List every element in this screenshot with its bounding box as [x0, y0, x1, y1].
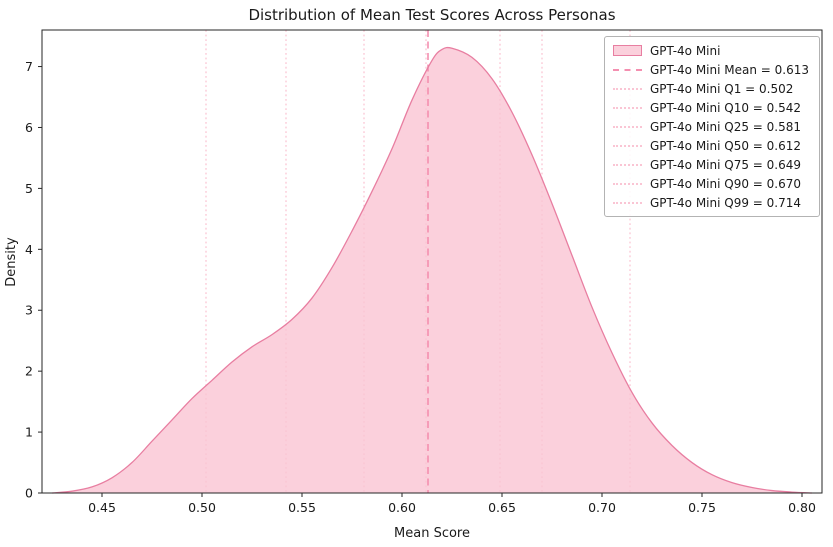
kde-area-fill — [52, 47, 812, 493]
legend-swatch-dotted-line — [612, 87, 642, 90]
legend: GPT-4o Mini GPT-4o Mini Mean = 0.613 GPT-4… — [603, 36, 820, 217]
legend-label: GPT-4o Mini Q1 = 0.502 — [649, 81, 794, 96]
x-tick-label: 0.45 — [88, 500, 116, 515]
x-tick-label: 0.70 — [588, 500, 616, 515]
x-axis-label: Mean Score — [394, 526, 470, 541]
legend-swatch-dotted-line — [612, 144, 642, 147]
chart-title: Distribution of Mean Test Scores Across … — [248, 6, 615, 24]
legend-swatch-dotted-line — [612, 163, 642, 166]
legend-label: GPT-4o Mini Q25 = 0.581 — [649, 119, 802, 134]
y-tick-label: 2 — [25, 364, 33, 379]
legend-item-q1: GPT-4o Mini Q1 = 0.502 — [612, 81, 809, 96]
legend-item-q50: GPT-4o Mini Q50 = 0.612 — [612, 138, 809, 153]
legend-swatch-dotted-line — [612, 201, 642, 204]
legend-swatch-dashed-line — [612, 68, 642, 71]
y-tick-label: 0 — [25, 486, 33, 501]
legend-item-series: GPT-4o Mini — [612, 43, 809, 58]
legend-swatch-area — [612, 45, 642, 56]
x-tick-label: 0.65 — [488, 500, 516, 515]
y-tick-label: 3 — [25, 303, 33, 318]
plot-content — [51, 30, 813, 494]
legend-item-mean: GPT-4o Mini Mean = 0.613 — [612, 62, 809, 77]
legend-item-q10: GPT-4o Mini Q10 = 0.542 — [612, 100, 809, 115]
x-tick-label: 0.55 — [288, 500, 316, 515]
y-tick-label: 5 — [25, 181, 33, 196]
legend-swatch-dotted-line — [612, 106, 642, 109]
legend-label: GPT-4o Mini — [649, 43, 721, 58]
kde-curve — [51, 46, 813, 494]
legend-label: GPT-4o Mini Q10 = 0.542 — [649, 100, 802, 115]
x-tick-label: 0.50 — [188, 500, 216, 515]
x-tick-label: 0.80 — [788, 500, 816, 515]
y-tick-label: 6 — [25, 120, 33, 135]
legend-label: GPT-4o Mini Q50 = 0.612 — [649, 138, 802, 153]
y-tick-label: 1 — [25, 425, 33, 440]
legend-swatch-dotted-line — [612, 125, 642, 128]
legend-label: GPT-4o Mini Q75 = 0.649 — [649, 157, 802, 172]
legend-item-q99: GPT-4o Mini Q99 = 0.714 — [612, 195, 809, 210]
y-tick-label: 7 — [25, 59, 33, 74]
legend-label: GPT-4o Mini Mean = 0.613 — [649, 62, 809, 77]
y-tick-label: 4 — [25, 242, 33, 257]
x-tick-label: 0.60 — [388, 500, 416, 515]
legend-label: GPT-4o Mini Q90 = 0.670 — [649, 176, 802, 191]
legend-swatch-dotted-line — [612, 182, 642, 185]
y-axis-label: Density — [4, 237, 19, 287]
legend-item-q90: GPT-4o Mini Q90 = 0.670 — [612, 176, 809, 191]
axes-spines — [41, 29, 823, 494]
legend-item-q75: GPT-4o Mini Q75 = 0.649 — [612, 157, 809, 172]
axis-ticks: 0.45 0.50 0.55 0.60 0.65 0.70 0.75 0.80 0 1 2 3 4 5 6 7 — [25, 59, 816, 515]
legend-label: GPT-4o Mini Q99 = 0.714 — [649, 195, 802, 210]
legend-item-q25: GPT-4o Mini Q25 = 0.581 — [612, 119, 809, 134]
x-tick-label: 0.75 — [688, 500, 716, 515]
